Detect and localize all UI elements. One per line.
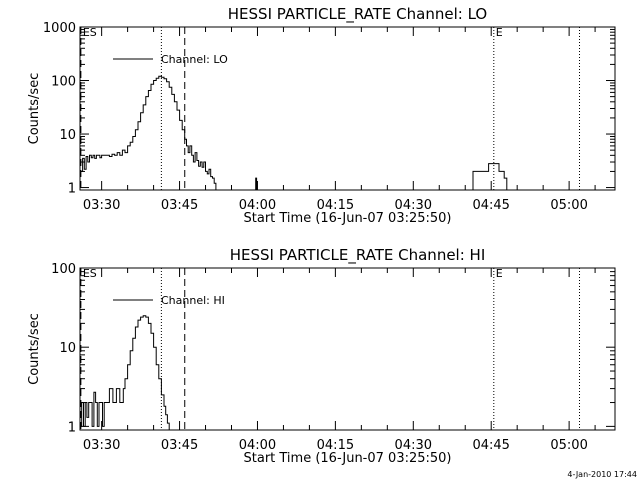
x-tick-label: 04:30 bbox=[395, 198, 432, 213]
event-marker-label: ES bbox=[83, 26, 97, 39]
plot-frame bbox=[79, 267, 616, 431]
y-tick-label: 100 bbox=[51, 75, 76, 90]
x-tick-label: 05:00 bbox=[550, 198, 587, 213]
series-line bbox=[254, 177, 258, 190]
legend-entry: Channel: LO bbox=[161, 53, 228, 66]
y-axis-label: Counts/sec bbox=[27, 313, 42, 385]
y-tick-label: 100 bbox=[51, 262, 76, 277]
chart-title: HESSI PARTICLE_RATE Channel: LO bbox=[228, 5, 487, 24]
series-line bbox=[80, 75, 217, 190]
y-tick-label: 10 bbox=[59, 341, 76, 356]
x-tick-label: 03:30 bbox=[83, 438, 120, 453]
x-tick-label: 03:30 bbox=[83, 198, 120, 213]
x-tick-label: 04:00 bbox=[239, 438, 276, 453]
x-tick-label: 05:00 bbox=[550, 438, 587, 453]
x-tick-label: 04:30 bbox=[395, 438, 432, 453]
y-tick-label: 1 bbox=[68, 182, 76, 197]
series-line bbox=[470, 163, 508, 190]
chart-title: HESSI PARTICLE_RATE Channel: HI bbox=[230, 246, 486, 265]
x-tick-label: 04:45 bbox=[472, 438, 509, 453]
footer-timestamp: 4-Jan-2010 17:44 bbox=[567, 470, 637, 479]
series-line bbox=[80, 315, 170, 430]
y-tick-label: 10 bbox=[59, 128, 76, 143]
x-axis-label: Start Time (16-Jun-07 03:25:50) bbox=[244, 451, 452, 466]
series-group bbox=[80, 75, 508, 190]
event-marker-label: E bbox=[496, 267, 503, 280]
event-marker-label: E bbox=[496, 26, 503, 39]
x-tick-label: 03:45 bbox=[161, 198, 198, 213]
plot-frame bbox=[79, 26, 616, 191]
x-tick-label: 04:00 bbox=[239, 198, 276, 213]
series-group bbox=[80, 315, 170, 430]
event-marker-label: ES bbox=[83, 267, 97, 280]
y-tick-label: 1 bbox=[68, 420, 76, 435]
y-axis-label: Counts/sec bbox=[27, 73, 42, 145]
x-tick-label: 04:45 bbox=[472, 198, 509, 213]
x-axis-label: Start Time (16-Jun-07 03:25:50) bbox=[244, 211, 452, 226]
y-tick-label: 1000 bbox=[43, 21, 76, 36]
x-tick-label: 04:15 bbox=[317, 438, 354, 453]
x-tick-label: 03:45 bbox=[161, 438, 198, 453]
x-tick-label: 04:15 bbox=[317, 198, 354, 213]
legend-entry: Channel: HI bbox=[161, 294, 225, 307]
